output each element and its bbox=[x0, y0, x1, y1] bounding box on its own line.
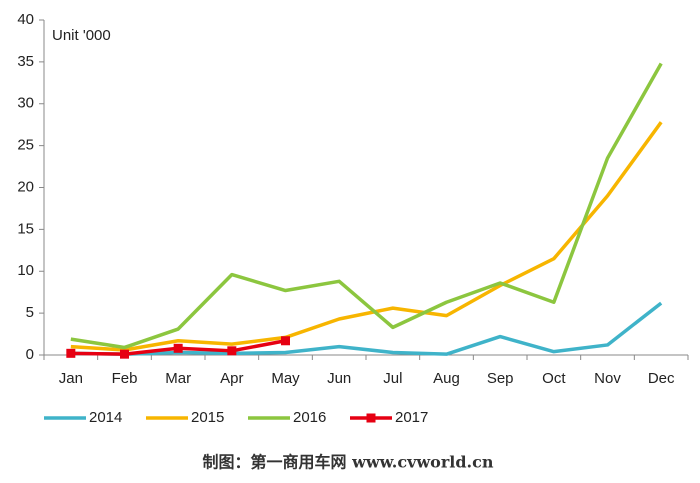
legend-label: 2014 bbox=[89, 409, 122, 426]
point-marker bbox=[120, 349, 129, 359]
x-tick-label: May bbox=[271, 370, 300, 387]
y-tick-label: 35 bbox=[17, 53, 34, 70]
y-tick-label: 0 bbox=[26, 346, 34, 363]
x-tick-label: Jul bbox=[383, 370, 402, 387]
x-tick-label: Apr bbox=[220, 370, 243, 387]
series-line bbox=[70, 62, 663, 350]
x-tick-label: Oct bbox=[542, 370, 566, 387]
y-tick-label: 15 bbox=[17, 220, 34, 237]
series-line bbox=[70, 301, 663, 356]
unit-label: Unit '000 bbox=[52, 27, 111, 44]
legend-label: 2015 bbox=[191, 409, 224, 426]
x-tick-label: Dec bbox=[648, 370, 675, 387]
point-marker bbox=[173, 343, 183, 353]
x-tick-label: Aug bbox=[433, 370, 460, 387]
y-tick-label: 20 bbox=[17, 178, 34, 195]
series-line bbox=[70, 121, 663, 352]
x-tick-label: Feb bbox=[112, 370, 138, 387]
y-tick-label: 30 bbox=[17, 95, 34, 112]
y-tick-label: 25 bbox=[17, 137, 34, 154]
point-marker bbox=[66, 348, 76, 358]
legend-marker bbox=[366, 413, 376, 423]
y-tick-label: 5 bbox=[26, 304, 34, 321]
legend-label: 2017 bbox=[395, 409, 428, 426]
x-tick-label: Nov bbox=[594, 370, 621, 387]
y-tick-label: 10 bbox=[17, 262, 34, 279]
x-tick-label: Jun bbox=[327, 370, 351, 387]
legend-label: 2016 bbox=[293, 409, 326, 426]
x-tick-label: Sep bbox=[487, 370, 514, 387]
y-tick-label: 40 bbox=[17, 11, 34, 28]
footer: 制图：第一商用车网 www.cvworld.cn bbox=[203, 453, 494, 472]
point-marker bbox=[281, 336, 290, 346]
point-marker bbox=[227, 346, 237, 356]
x-tick-label: Jan bbox=[59, 370, 83, 387]
x-tick-label: Mar bbox=[165, 370, 191, 387]
